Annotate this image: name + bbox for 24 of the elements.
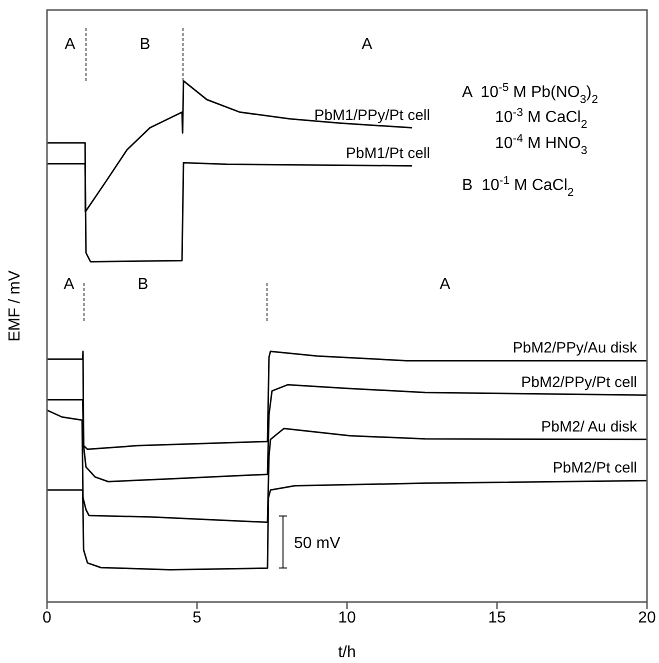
annotation: A (440, 276, 451, 293)
annotation: B (138, 276, 148, 293)
series-label: PbM2/PPy/Au disk (512, 340, 638, 357)
x-tick-label: 10 (338, 609, 356, 626)
annotation: 10$^{-3}$ M CaCl$_{2}$ (495, 107, 588, 131)
series-label: PbM1/PPy/Pt cell (314, 106, 430, 124)
annotation: A (64, 276, 75, 293)
text: B (140, 36, 150, 53)
x-tick-label: 0 (42, 609, 52, 626)
x-axis-title: t/h (338, 644, 356, 661)
x-tick-label: 15 (488, 609, 506, 626)
annotation: A 10$^{-5}$ M Pb(NO$_{3}$)$_{2}$ (462, 82, 598, 106)
text: A (64, 36, 76, 53)
annotation: 50 mV (294, 535, 341, 552)
series-label: PbM2/Pt cell (552, 460, 637, 477)
annotation: 10$^{-4}$ M HNO$_{3}$ (495, 133, 588, 157)
series-label: PbM1/Pt cell (346, 144, 430, 162)
series-label: PbM2/PPy/Pt cell (521, 374, 637, 392)
x-tick-label: 20 (638, 609, 656, 626)
text: A (362, 36, 373, 53)
series-label: PbM2/ Au disk (541, 418, 638, 436)
annotation: B 10$^{-1}$ M CaCl$_{2}$ (462, 175, 574, 199)
x-tick-label: 5 (192, 609, 202, 626)
y-axis-title: EMF / mV (6, 270, 24, 342)
